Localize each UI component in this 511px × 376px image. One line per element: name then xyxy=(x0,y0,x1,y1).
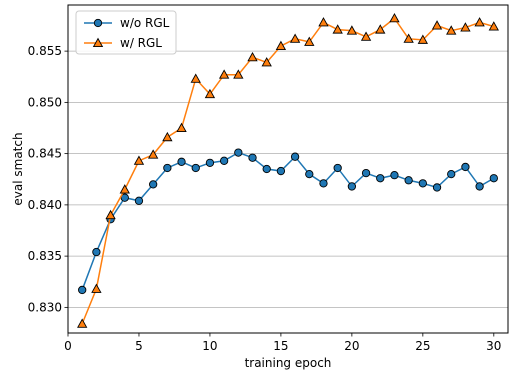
data-point xyxy=(361,168,371,178)
data-point xyxy=(447,169,456,179)
legend-label: w/ RGL xyxy=(120,36,162,50)
data-point xyxy=(475,182,484,191)
data-point xyxy=(105,209,116,220)
data-point xyxy=(290,152,300,161)
data-point xyxy=(289,33,301,43)
data-point xyxy=(347,182,357,191)
data-point xyxy=(431,20,443,30)
y-tick-label: 0.850 xyxy=(28,95,62,109)
data-point xyxy=(318,17,329,27)
data-point xyxy=(403,33,414,43)
y-tick-label: 0.855 xyxy=(28,44,62,58)
data-point xyxy=(119,184,130,194)
data-point xyxy=(262,164,271,174)
legend-item-w-rgl: w/ RGL xyxy=(84,36,162,50)
data-point xyxy=(205,158,215,168)
data-point xyxy=(305,169,314,179)
data-point xyxy=(191,163,200,173)
series-wo-rgl xyxy=(78,148,498,295)
data-point xyxy=(204,88,216,99)
data-point xyxy=(360,31,372,41)
legend-marker xyxy=(93,18,103,28)
data-point xyxy=(78,285,87,295)
data-point xyxy=(163,163,172,173)
data-point xyxy=(233,69,244,79)
data-point xyxy=(489,174,498,183)
y-tick-label: 0.830 xyxy=(28,300,62,314)
legend-marker xyxy=(92,37,104,47)
data-point xyxy=(219,156,229,165)
series-w-rgl xyxy=(77,12,499,328)
data-point xyxy=(304,36,315,46)
legend: w/o RGL w/ RGL xyxy=(75,10,177,55)
data-point xyxy=(134,196,144,205)
data-point xyxy=(261,57,272,67)
data-point xyxy=(176,122,187,132)
series-layer xyxy=(77,12,499,328)
y-tick-label: 0.845 xyxy=(28,147,62,161)
y-tick-label: 0.840 xyxy=(28,198,62,212)
grid xyxy=(68,50,508,308)
data-point xyxy=(389,12,400,23)
data-point xyxy=(92,247,101,257)
series-line xyxy=(81,151,495,291)
data-point xyxy=(190,73,201,83)
x-tick-label: 20 xyxy=(344,339,359,353)
data-point xyxy=(376,174,385,183)
data-point xyxy=(432,183,442,192)
data-point xyxy=(234,148,243,157)
axes: 0.830 0.835 0.840 0.845 0.850 0.855 0 5 10 15 20 25… xyxy=(28,44,502,353)
data-point xyxy=(375,24,386,34)
data-point xyxy=(177,157,186,166)
data-point xyxy=(404,176,413,185)
data-point xyxy=(346,25,358,35)
data-point xyxy=(133,155,145,165)
data-point xyxy=(332,24,343,34)
data-point xyxy=(474,17,485,27)
data-point xyxy=(275,40,287,50)
x-tick-label: 30 xyxy=(486,339,501,353)
data-point xyxy=(91,283,102,293)
data-point xyxy=(276,166,286,176)
legend-item-wo-rgl: w/o RGL xyxy=(84,16,170,30)
plot-frame xyxy=(67,4,509,334)
data-point xyxy=(488,21,499,31)
data-point xyxy=(446,25,457,35)
data-point xyxy=(319,179,328,188)
x-tick-label: 10 xyxy=(202,339,217,353)
x-tick-label: 5 xyxy=(135,339,143,353)
data-point xyxy=(218,69,230,79)
data-point xyxy=(390,170,399,180)
data-point xyxy=(248,153,257,162)
data-point xyxy=(460,22,471,32)
x-tick-label: 0 xyxy=(64,339,72,353)
data-point xyxy=(333,163,342,173)
data-point xyxy=(247,51,258,62)
y-tick-label: 0.835 xyxy=(28,249,62,263)
data-point xyxy=(418,179,427,188)
data-point xyxy=(149,180,158,189)
data-point xyxy=(147,149,159,159)
x-axis-label: training epoch xyxy=(245,356,332,370)
y-axis-label: eval smatch xyxy=(11,132,25,205)
x-tick-label: 15 xyxy=(273,339,288,353)
data-point xyxy=(162,131,173,142)
data-point xyxy=(417,34,429,44)
legend-label: w/o RGL xyxy=(120,16,170,30)
data-point xyxy=(77,318,88,328)
x-tick-label: 25 xyxy=(415,339,430,353)
series-line xyxy=(81,17,495,325)
data-point xyxy=(461,162,470,172)
